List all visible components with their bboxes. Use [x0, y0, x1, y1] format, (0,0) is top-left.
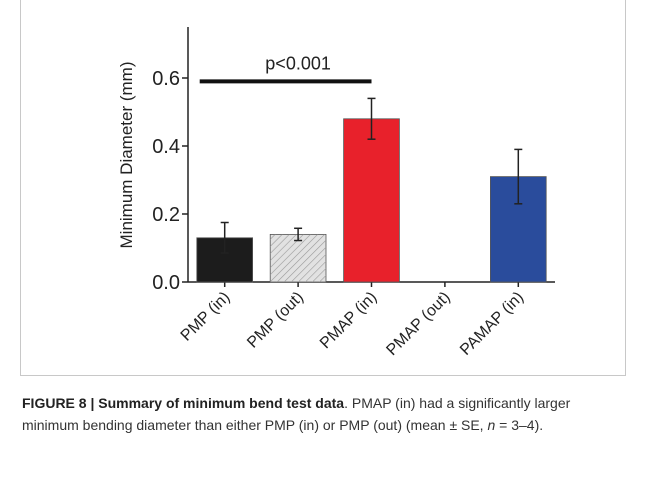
y-tick-label: 0.2: [152, 204, 180, 226]
x-tick-label: PMP (out): [244, 289, 307, 352]
figure-frame: [20, 0, 626, 376]
x-tick-label: PAMAP (in): [457, 289, 527, 359]
caption-heading: FIGURE 8 | Summary of minimum bend test …: [22, 395, 345, 411]
x-tick-label: PMAP (in): [317, 289, 380, 352]
y-tick-label: 0.6: [152, 68, 180, 90]
caption: FIGURE 8 | Summary of minimum bend test …: [22, 392, 622, 436]
caption-text: . PMAP (in) had a significantly larger m…: [22, 395, 571, 433]
y-tick-label: 0.4: [152, 136, 180, 158]
bar: [343, 118, 400, 283]
bar-hatch: [270, 234, 326, 282]
y-axis-title: Minimum Diameter (mm): [117, 62, 136, 249]
chart: Minimum Diameter (mm) 0.0 0.2 0.4 0.6 PMP (i…: [117, 27, 555, 359]
caption-italic: n: [487, 417, 496, 433]
y-tick-label: 0.0: [152, 272, 180, 294]
x-tick-label: PMAP (out): [383, 289, 453, 359]
significance-label: p<0.001: [265, 53, 331, 73]
caption-text-end: = 3–4).: [495, 417, 544, 433]
x-tick-label: PMP (in): [178, 289, 234, 345]
